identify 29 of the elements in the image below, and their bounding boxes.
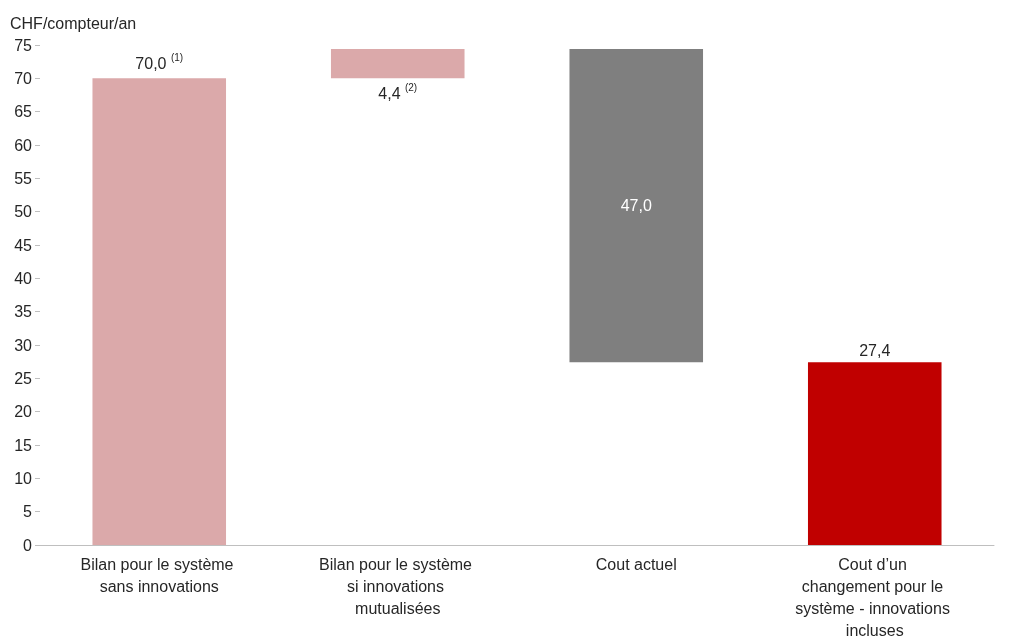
y-axis-title: CHF/compteur/an bbox=[10, 14, 137, 32]
y-tick-label: 70 bbox=[14, 69, 33, 87]
y-tick-label: 20 bbox=[14, 403, 33, 421]
y-tick-label: 5 bbox=[23, 503, 33, 521]
y-tick-label: 40 bbox=[14, 269, 33, 287]
x-tick-label: Cout d’un changement pour le système - innovations incluses bbox=[795, 555, 955, 639]
x-tick-label: Bilan pour le système sans innovations bbox=[80, 555, 238, 595]
y-tick-label: 50 bbox=[14, 203, 33, 221]
data-label: 4,4 (2) bbox=[378, 81, 418, 102]
y-tick-label: 55 bbox=[14, 169, 33, 187]
data-label: 70,0 (1) bbox=[135, 51, 184, 72]
y-tick-label: 35 bbox=[14, 303, 33, 321]
bar bbox=[330, 49, 465, 79]
y-tick-label: 0 bbox=[23, 536, 33, 554]
x-tick-label: Bilan pour le système si innovations mutualisées bbox=[319, 555, 477, 617]
y-tick-label: 30 bbox=[14, 336, 33, 354]
bar bbox=[807, 362, 942, 545]
y-tick-label: 15 bbox=[14, 436, 33, 454]
y-tick-label: 60 bbox=[14, 136, 33, 154]
y-tick-label: 25 bbox=[14, 369, 33, 387]
data-label: 27,4 bbox=[859, 341, 891, 359]
bar bbox=[92, 78, 227, 545]
y-tick-label: 45 bbox=[14, 236, 33, 254]
x-tick-label: Cout actuel bbox=[595, 555, 677, 573]
y-tick-label: 75 bbox=[14, 36, 33, 54]
y-tick-label: 65 bbox=[14, 103, 33, 121]
data-label: 47,0 bbox=[620, 197, 652, 215]
y-tick-label: 10 bbox=[14, 469, 33, 487]
bar bbox=[569, 49, 704, 363]
